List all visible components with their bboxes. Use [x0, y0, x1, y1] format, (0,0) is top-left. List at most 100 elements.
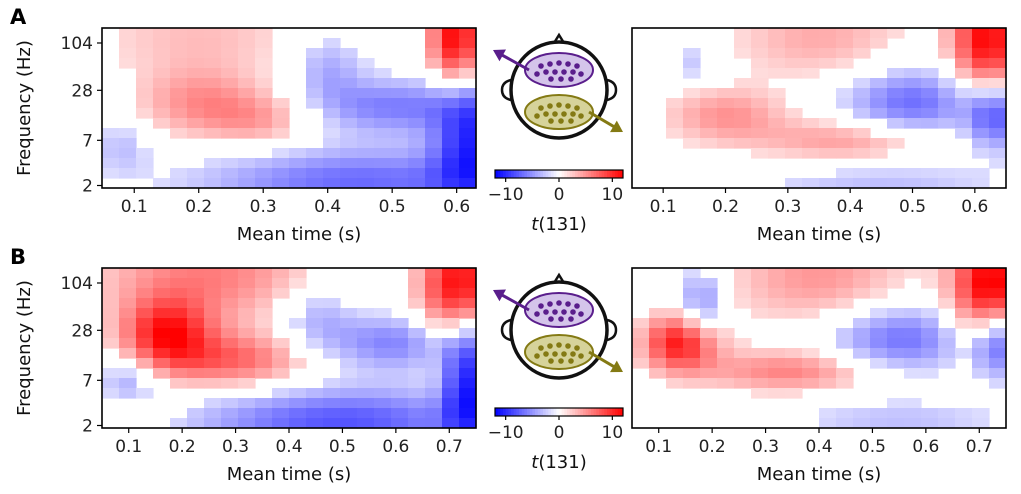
heatmap-cell — [459, 368, 477, 379]
heatmap-cell — [989, 28, 1007, 39]
colorbar-segment — [620, 408, 624, 416]
heatmap-cell — [836, 88, 854, 99]
colorbar-segment — [556, 408, 560, 416]
heatmap-cell — [442, 348, 460, 359]
heatmap-cell — [938, 418, 956, 429]
heatmap-cell — [187, 178, 205, 189]
colorbar-segment — [612, 170, 616, 178]
heatmap-cell — [238, 348, 256, 359]
heatmap-cell — [136, 288, 154, 299]
heatmap-cell — [187, 358, 205, 369]
heatmap-cell — [666, 308, 684, 319]
colorbar-segment — [497, 408, 501, 416]
heatmap-cell — [187, 88, 205, 99]
heatmap-cell — [170, 118, 188, 129]
sensor-dot — [548, 316, 554, 322]
y-tick-label: 28 — [71, 321, 93, 341]
colorbar-segment — [569, 408, 573, 416]
heatmap-cell — [768, 58, 786, 69]
heatmap-cell — [904, 318, 922, 329]
heatmap-cell — [119, 318, 137, 329]
heatmap-cell — [153, 358, 171, 369]
heatmap-cell — [306, 68, 324, 79]
heatmap-cell — [340, 308, 358, 319]
heatmap-cell — [972, 268, 990, 279]
heatmap-cell — [221, 318, 239, 329]
colorbar-segment — [505, 170, 509, 178]
heatmap-cell — [323, 118, 341, 129]
heatmap-cell — [136, 58, 154, 69]
heatmap-cell — [887, 408, 905, 419]
colorbar-segment — [567, 170, 571, 178]
heatmap-cell — [340, 348, 358, 359]
heatmap-cell — [459, 118, 477, 129]
colorbar-segment — [607, 408, 611, 416]
sensor-dot — [574, 105, 580, 111]
heatmap-cell — [700, 118, 718, 129]
heatmap-cell — [255, 38, 273, 49]
heatmap-cell — [751, 28, 769, 39]
heatmap-cell — [853, 38, 871, 49]
heatmap-cell — [751, 378, 769, 389]
heatmap-cell — [836, 268, 854, 279]
heatmap-cell — [136, 108, 154, 119]
heatmap-cell — [955, 308, 973, 319]
heatmap-cell — [442, 108, 460, 119]
heatmap-cell — [374, 138, 392, 149]
heatmap-cell — [819, 408, 837, 419]
heatmap-cell — [102, 148, 120, 159]
heatmap-cell — [255, 168, 273, 179]
colorbar-tick-label: −10 — [488, 185, 524, 205]
heatmap-cell — [306, 148, 324, 159]
heatmap-cell — [221, 348, 239, 359]
heatmap-cell — [340, 108, 358, 119]
heatmap-cell — [323, 308, 341, 319]
heatmap-cell — [853, 288, 871, 299]
heatmap-cell — [323, 48, 341, 59]
heatmap-cell — [459, 158, 477, 169]
heatmap-cell — [357, 348, 375, 359]
colorbar-segment — [588, 408, 592, 416]
heatmap-cell — [323, 418, 341, 429]
heatmap-cell — [153, 368, 171, 379]
heatmap-cell — [972, 138, 990, 149]
heatmap-cell — [170, 58, 188, 69]
heatmap-cell — [459, 298, 477, 309]
heatmap-cell — [221, 48, 239, 59]
colorbar-segment — [508, 408, 512, 416]
heatmap-cell — [904, 98, 922, 109]
heatmap-cell — [683, 118, 701, 129]
heatmap-cell — [887, 68, 905, 79]
heatmap-cell — [717, 138, 735, 149]
heatmap-cell — [204, 368, 222, 379]
heatmap-cell — [374, 88, 392, 99]
heatmap-cell — [768, 388, 786, 399]
heatmap-cell — [272, 178, 290, 189]
heatmap-cell — [870, 278, 888, 289]
panel-label-b: B — [10, 245, 26, 269]
heatmap-cell — [221, 178, 239, 189]
colorbar-segment — [551, 170, 555, 178]
heatmap-cell — [289, 268, 307, 279]
heatmap-cell — [921, 98, 939, 109]
heatmap-cell — [870, 78, 888, 89]
colorbar-segment — [583, 408, 587, 416]
heatmap-cell — [425, 158, 443, 169]
sensor-dot — [570, 111, 576, 117]
heatmap-cell — [425, 388, 443, 399]
heatmap-cell — [391, 158, 409, 169]
heatmap-cell — [819, 298, 837, 309]
sensor-dot — [543, 351, 549, 357]
heatmap-cell — [374, 148, 392, 159]
heatmap-cell — [649, 348, 667, 359]
sensor-dot — [556, 300, 562, 306]
heatmap-cell — [204, 128, 222, 139]
heatmap-cell — [238, 98, 256, 109]
heatmap-cell — [870, 268, 888, 279]
heatmap-cell — [153, 48, 171, 59]
heatmap-cell — [136, 38, 154, 49]
heatmap-cell — [802, 138, 820, 149]
heatmap-cell — [802, 118, 820, 129]
heatmap-cell — [136, 88, 154, 99]
heatmap-cell — [425, 128, 443, 139]
